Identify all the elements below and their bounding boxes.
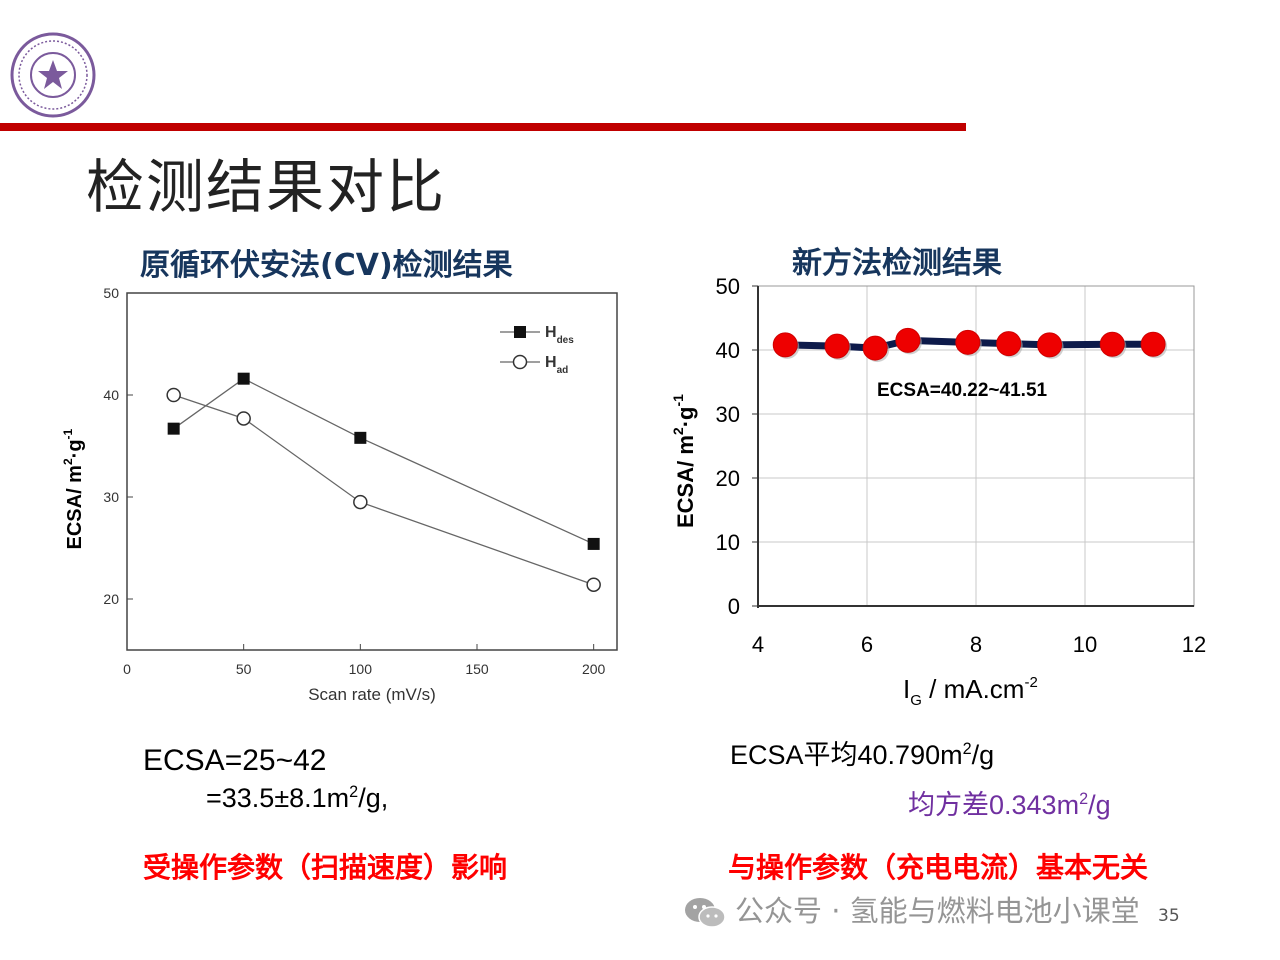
x-tick-label: 0 (123, 661, 131, 677)
cv-y-axis-label: ECSA/ m2·g-1 (61, 428, 86, 549)
right-ecsa-mean: ECSA平均40.790m2/g (730, 740, 995, 770)
x-tick-label: 6 (861, 632, 873, 657)
y-tick-label: 0 (728, 594, 740, 619)
new-chart-frame (757, 285, 1195, 608)
x-tick-label: 150 (465, 661, 489, 677)
new-y-axis-label: ECSA/ m2·g-1 (670, 394, 698, 528)
data-point-Had (353, 494, 368, 510)
left-ecsa-range: ECSA=25~42 (143, 744, 327, 777)
data-point-Hdes (237, 372, 250, 385)
ecsa-range-annotation: ECSA=40.22~41.51 (877, 380, 1048, 401)
data-point-Hdes (354, 431, 367, 444)
y-tick-label: 30 (716, 402, 740, 427)
x-tick-label: 12 (1182, 632, 1206, 657)
y-tick-label: 40 (103, 387, 119, 403)
watermark: 公众号 · 氢能与燃料电池小课堂 (683, 888, 1140, 930)
legend-label: Hdes (545, 324, 574, 346)
y-tick-label: 50 (716, 274, 740, 299)
page-number: 35 (1158, 906, 1180, 926)
y-tick-label: 30 (103, 489, 119, 505)
left-chart-heading: 原循环伏安法(CV)检测结果 (140, 248, 513, 283)
x-tick-label: 100 (349, 661, 373, 677)
wechat-icon (685, 898, 726, 928)
data-point (895, 327, 921, 353)
y-tick-label: 20 (716, 466, 740, 491)
slide-title: 检测结果对比 (86, 153, 447, 221)
right-chart-heading: 新方法检测结果 (792, 246, 1002, 281)
right-ecsa-std: 均方差0.343m2/g (908, 790, 1111, 820)
data-point (1140, 331, 1166, 357)
university-seal-icon (10, 32, 96, 118)
data-point (862, 335, 888, 361)
data-point-Had (236, 411, 251, 426)
x-tick-label: 200 (582, 661, 606, 677)
data-point-Had (166, 387, 181, 403)
cv-chart-legend: Hdes Had (500, 324, 574, 376)
series-line-Hdes (173, 377, 594, 545)
data-point (824, 333, 850, 359)
data-point-Hdes (167, 422, 180, 435)
left-ecsa-mean: =33.5±8.1m2/g, (206, 783, 389, 813)
x-tick-label: 10 (1073, 632, 1097, 657)
series-line-Had (173, 394, 594, 586)
x-tick-label: 4 (752, 632, 764, 657)
data-point-Hdes (587, 537, 600, 550)
legend-label: Had (545, 354, 568, 376)
cv-plot-border (126, 292, 618, 651)
data-point (772, 332, 798, 358)
cv-chart: 0 50 100 150 200 20 30 40 50 Hdes Had Scan rate (… (61, 285, 618, 704)
y-tick-label: 20 (103, 591, 119, 607)
x-tick-label: 8 (970, 632, 982, 657)
x-tick-label: 50 (236, 661, 252, 677)
header-accent-bar (0, 123, 966, 131)
y-tick-label: 40 (716, 338, 740, 363)
cv-chart-frame (126, 292, 618, 651)
new-x-axis-label: IG / mA.cm-2 (903, 674, 1038, 709)
cv-x-axis-label: Scan rate (mV/s) (308, 685, 436, 704)
y-tick-label: 10 (716, 530, 740, 555)
data-point (955, 329, 981, 355)
right-conclusion: 与操作参数（充电电流）基本无关 (728, 852, 1149, 883)
data-point (1037, 332, 1063, 358)
data-point (1099, 331, 1125, 357)
legend-marker (512, 354, 528, 370)
left-conclusion: 受操作参数（扫描速度）影响 (143, 852, 508, 883)
data-point (996, 331, 1022, 357)
data-point-Had (586, 577, 601, 592)
y-tick-label: 50 (103, 285, 119, 301)
new-method-chart: 0 10 20 30 40 50 4 6 8 10 12 ECSA=40.22~41.51 IG /… (670, 274, 1206, 709)
legend-marker (514, 326, 526, 338)
